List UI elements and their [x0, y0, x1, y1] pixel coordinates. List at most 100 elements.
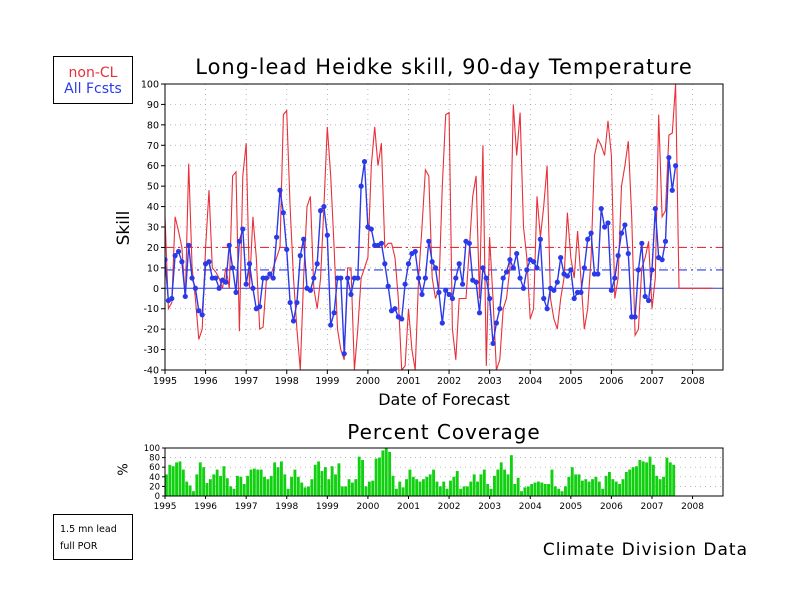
data-point: [257, 304, 263, 310]
coverage-bar: [188, 485, 192, 496]
coverage-bar: [401, 487, 405, 496]
coverage-bar: [493, 475, 496, 496]
y-tick-label: 30: [147, 223, 159, 234]
coverage-bar: [550, 469, 554, 496]
data-point: [297, 253, 303, 259]
data-point: [483, 275, 489, 281]
coverage-bar: [442, 481, 446, 496]
data-point: [172, 253, 178, 259]
legend-item-non-cl: non-CL: [68, 65, 118, 81]
coverage-bar: [574, 474, 578, 496]
data-point: [659, 257, 665, 263]
data-point: [192, 285, 199, 291]
coverage-bar: [371, 480, 375, 496]
coverage-bar: [273, 462, 277, 496]
data-point: [649, 267, 655, 273]
coverage-bar: [350, 482, 354, 496]
cov-x-tick-label: 1997: [235, 502, 258, 512]
coverage-bar: [195, 474, 199, 496]
data-point: [182, 293, 188, 300]
x-tick-label: 1996: [193, 376, 217, 387]
data-point: [169, 295, 175, 302]
data-point: [625, 250, 631, 257]
coverage-bar: [202, 467, 206, 496]
x-tick-label: 2007: [640, 376, 664, 387]
data-point: [385, 283, 391, 289]
y-tick-label: -20: [143, 325, 159, 336]
coverage-bar: [557, 488, 561, 496]
x-tick-label: 1997: [234, 376, 258, 387]
data-point: [588, 230, 594, 236]
coverage-bar: [323, 467, 327, 496]
data-point: [179, 259, 185, 265]
data-point: [358, 183, 364, 189]
coverage-bar: [601, 488, 605, 496]
coverage-bar: [489, 488, 493, 496]
coverage-bar: [354, 479, 358, 496]
data-point: [510, 265, 516, 271]
data-point: [199, 312, 205, 318]
coverage-bar: [655, 475, 659, 496]
data-point: [459, 281, 466, 287]
x-tick-label: 1999: [315, 376, 339, 387]
coverage-bar: [651, 464, 655, 496]
coverage-bar: [185, 481, 189, 496]
coverage-bar: [472, 474, 476, 496]
data-point: [605, 220, 611, 226]
coverage-bar: [313, 464, 317, 496]
y-tick-label: 40: [147, 202, 159, 213]
data-point: [206, 259, 212, 265]
data-point: [666, 154, 672, 161]
coverage-bar: [486, 484, 490, 496]
x-tick-label: 2006: [599, 376, 623, 387]
coverage-bar: [668, 462, 672, 496]
coverage-bar: [303, 487, 307, 496]
cov-x-tick-label: 2006: [600, 502, 623, 512]
coverage-bar: [462, 486, 466, 496]
cov-x-tick-label: 2005: [559, 502, 582, 512]
y-tick-label: 100: [141, 80, 159, 91]
y-tick-label: 70: [147, 141, 159, 152]
coverage-bar: [252, 468, 256, 496]
coverage-bar: [452, 476, 456, 496]
coverage-bar: [509, 455, 513, 496]
data-point: [487, 295, 493, 302]
data-point: [497, 306, 503, 312]
coverage-bar: [334, 474, 337, 496]
data-point: [317, 208, 324, 214]
coverage-bar: [520, 491, 523, 496]
coverage-bar: [503, 469, 507, 496]
coverage-bar: [249, 469, 253, 496]
data-point: [618, 230, 625, 236]
coverage-bar: [219, 475, 222, 496]
data-point: [598, 206, 604, 212]
coverage-bar: [587, 481, 591, 496]
coverage-bar: [411, 476, 415, 496]
data-point: [436, 289, 442, 295]
coverage-bar: [232, 488, 236, 496]
cov-x-tick-label: 2007: [641, 502, 664, 512]
coverage-bar: [256, 469, 260, 496]
data-point: [520, 285, 527, 291]
data-point: [419, 291, 425, 298]
data-point: [290, 318, 297, 324]
source-label: Climate Division Data: [542, 540, 748, 560]
cov-y-tick-label: 0: [155, 492, 160, 502]
data-point: [243, 281, 249, 287]
cov-y-tick-label: 20: [149, 482, 160, 492]
data-point: [399, 316, 405, 322]
data-point: [361, 159, 368, 165]
coverage-bar: [279, 461, 283, 496]
data-point: [568, 267, 574, 273]
coverage-bar: [435, 481, 439, 496]
data-point: [544, 306, 550, 312]
data-point: [612, 275, 618, 281]
cov-y-tick-label: 40: [149, 473, 160, 483]
coverage-bar: [330, 466, 334, 496]
data-point: [267, 271, 273, 277]
coverage-bar: [337, 463, 341, 496]
coverage-bar: [570, 467, 574, 496]
data-point: [622, 222, 628, 228]
coverage-bar: [479, 474, 483, 496]
coverage-bar: [290, 476, 293, 496]
